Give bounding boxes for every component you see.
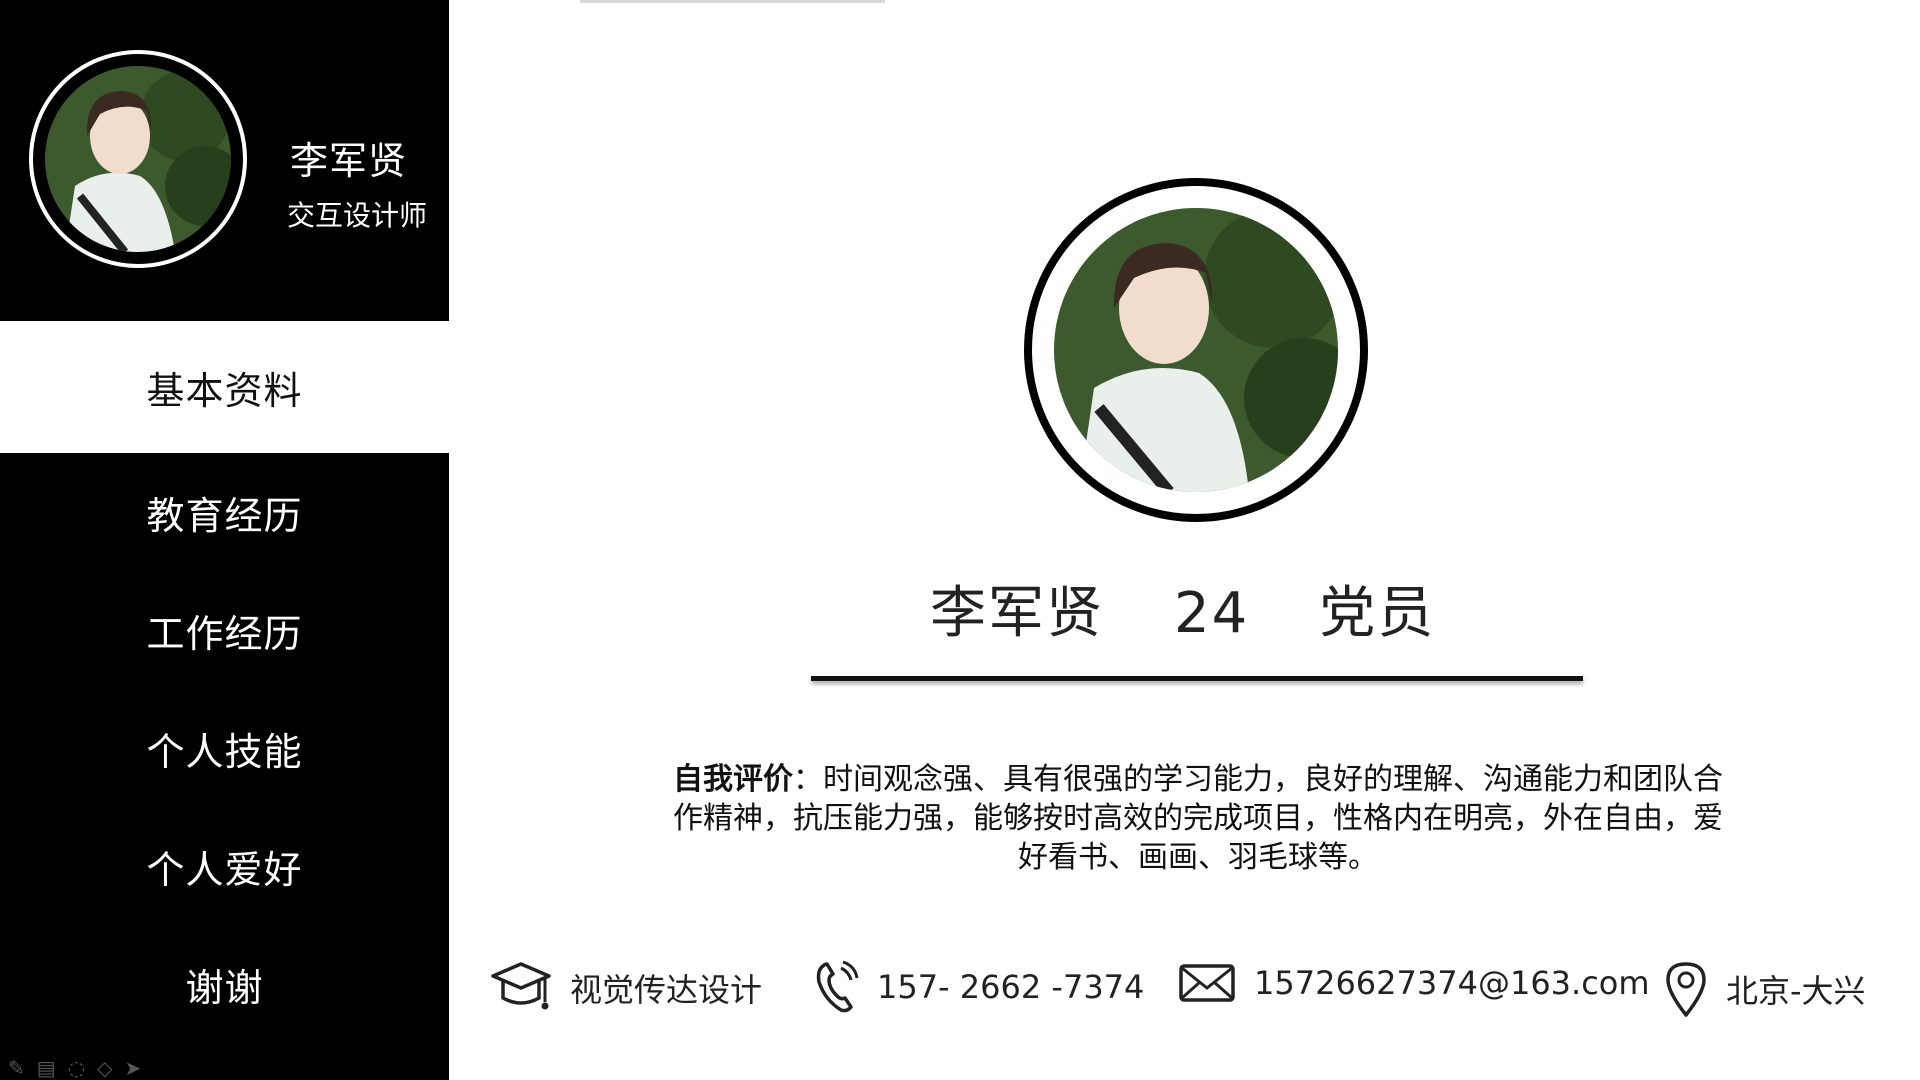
self-evaluation: 自我评价：时间观念强、具有很强的学习能力，良好的理解、沟通能力和团队合作精神，抗… <box>660 760 1736 877</box>
nav-item-basic-info[interactable]: 基本资料 <box>0 321 449 453</box>
contact-phone: 157- 2662 -7374 <box>815 960 1144 1014</box>
nav-item-work-experience[interactable]: 工作经历 <box>146 611 303 656</box>
nav-item-skills[interactable]: 个人技能 <box>146 729 303 774</box>
envelope-icon <box>1178 962 1236 1004</box>
pointer-icon[interactable]: ➤ <box>124 1056 142 1080</box>
main-political-status: 党员 <box>1319 581 1436 646</box>
pen-icon[interactable]: ✎ <box>8 1056 25 1080</box>
nav-item-thanks[interactable]: 谢谢 <box>185 965 264 1010</box>
sidebar-job-title: 交互设计师 <box>287 199 428 232</box>
avatar-photo <box>45 66 231 252</box>
contact-major: 视觉传达设计 <box>490 960 762 1016</box>
contact-bar: 视觉传达设计 157- 2662 -7374 15726627374@1 <box>0 960 1920 1020</box>
main-age: 24 <box>1174 581 1250 646</box>
location-pin-icon <box>1664 960 1708 1018</box>
graduation-cap-icon <box>490 960 552 1016</box>
avatar-large-photo <box>1054 208 1338 492</box>
sidebar-nav: 基本资料 教育经历 工作经历 个人技能 个人爱好 谢谢 <box>0 321 449 1043</box>
top-tab-strip <box>580 0 885 3</box>
main-name: 李军贤 <box>930 581 1104 646</box>
headline: 李军贤 24 党员 <box>930 568 1470 649</box>
contact-phone-text: 157- 2662 -7374 <box>877 968 1145 1006</box>
self-evaluation-label: 自我评价 <box>673 762 793 797</box>
presentation-toolbar: ✎ ▤ ◌ ◇ ➤ <box>8 1058 141 1078</box>
self-evaluation-text: ：时间观念强、具有很强的学习能力，良好的理解、沟通能力和团队合作精神，抗压能力强… <box>673 762 1723 875</box>
headline-divider <box>811 676 1583 681</box>
sidebar: 李军贤 交互设计师 基本资料 教育经历 工作经历 个人技能 个人爱好 谢谢 ✎ … <box>0 0 449 1080</box>
contact-location-text: 北京-大兴 <box>1726 972 1866 1010</box>
avatar-small <box>29 50 247 268</box>
contact-major-text: 视觉传达设计 <box>570 971 763 1009</box>
slides-icon[interactable]: ▤ <box>36 1056 56 1080</box>
sidebar-profile: 李军贤 交互设计师 <box>0 0 449 321</box>
sidebar-name: 李军贤 <box>290 139 408 183</box>
contact-location: 北京-大兴 <box>1664 960 1866 1018</box>
contact-email-text: 15726627374@163.com <box>1254 964 1650 1002</box>
nav-item-education[interactable]: 教育经历 <box>146 493 303 538</box>
contact-email: 15726627374@163.com <box>1178 962 1650 1004</box>
zoom-icon[interactable]: ◌ <box>67 1056 86 1080</box>
avatar-large <box>1024 178 1368 522</box>
nav-item-hobbies[interactable]: 个人爱好 <box>146 847 303 892</box>
phone-icon <box>815 960 859 1014</box>
tag-icon[interactable]: ◇ <box>97 1056 113 1080</box>
